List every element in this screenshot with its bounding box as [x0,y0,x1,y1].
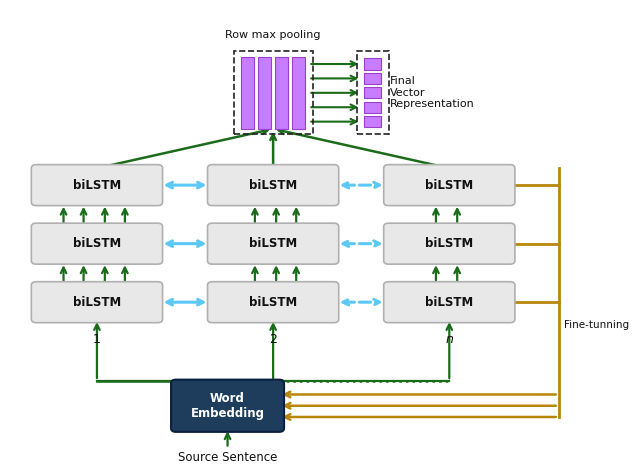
FancyBboxPatch shape [31,165,163,205]
Text: biLSTM: biLSTM [249,178,297,191]
FancyBboxPatch shape [384,165,515,205]
Text: n: n [445,333,453,346]
FancyBboxPatch shape [207,282,339,323]
FancyBboxPatch shape [364,87,381,99]
FancyBboxPatch shape [364,116,381,127]
FancyBboxPatch shape [384,223,515,264]
Text: Source Sentence: Source Sentence [178,451,277,464]
FancyBboxPatch shape [292,57,305,129]
Text: biLSTM: biLSTM [425,237,474,250]
Text: biLSTM: biLSTM [73,237,121,250]
FancyBboxPatch shape [171,380,284,432]
FancyBboxPatch shape [364,102,381,113]
Text: 2: 2 [269,333,277,346]
Text: biLSTM: biLSTM [73,178,121,191]
FancyBboxPatch shape [31,282,163,323]
FancyBboxPatch shape [364,58,381,70]
FancyBboxPatch shape [207,223,339,264]
FancyBboxPatch shape [275,57,288,129]
Text: Row max pooling: Row max pooling [225,30,321,40]
Text: biLSTM: biLSTM [73,296,121,309]
Text: Fine-tunning: Fine-tunning [563,320,628,330]
Text: Word
Embedding: Word Embedding [191,392,264,420]
Text: 1: 1 [93,333,101,346]
Text: biLSTM: biLSTM [249,237,297,250]
Text: biLSTM: biLSTM [425,296,474,309]
FancyBboxPatch shape [31,223,163,264]
FancyBboxPatch shape [258,57,271,129]
FancyBboxPatch shape [384,282,515,323]
FancyBboxPatch shape [207,165,339,205]
FancyBboxPatch shape [241,57,254,129]
FancyBboxPatch shape [364,73,381,84]
Text: biLSTM: biLSTM [249,296,297,309]
Text: Final
Vector
Representation: Final Vector Representation [390,76,475,109]
Text: biLSTM: biLSTM [425,178,474,191]
